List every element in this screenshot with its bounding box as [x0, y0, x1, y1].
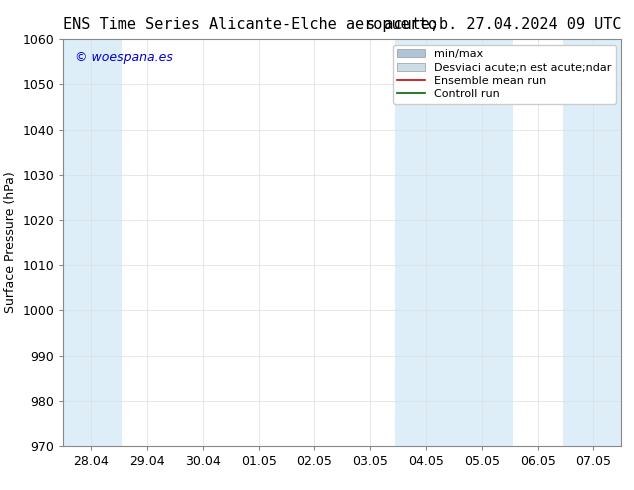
- Y-axis label: Surface Pressure (hPa): Surface Pressure (hPa): [4, 172, 17, 314]
- Bar: [396, 39, 512, 446]
- Bar: [563, 39, 621, 446]
- Bar: [63, 39, 122, 446]
- Legend: min/max, Desviaci acute;n est acute;ndar, Ensemble mean run, Controll run: min/max, Desviaci acute;n est acute;ndar…: [393, 45, 616, 104]
- Text: ENS Time Series Alicante-Elche aeropuerto: ENS Time Series Alicante-Elche aeropuert…: [63, 17, 437, 32]
- Text: s acute;b. 27.04.2024 09 UTC: s acute;b. 27.04.2024 09 UTC: [366, 17, 621, 32]
- Text: © woespana.es: © woespana.es: [75, 51, 172, 64]
